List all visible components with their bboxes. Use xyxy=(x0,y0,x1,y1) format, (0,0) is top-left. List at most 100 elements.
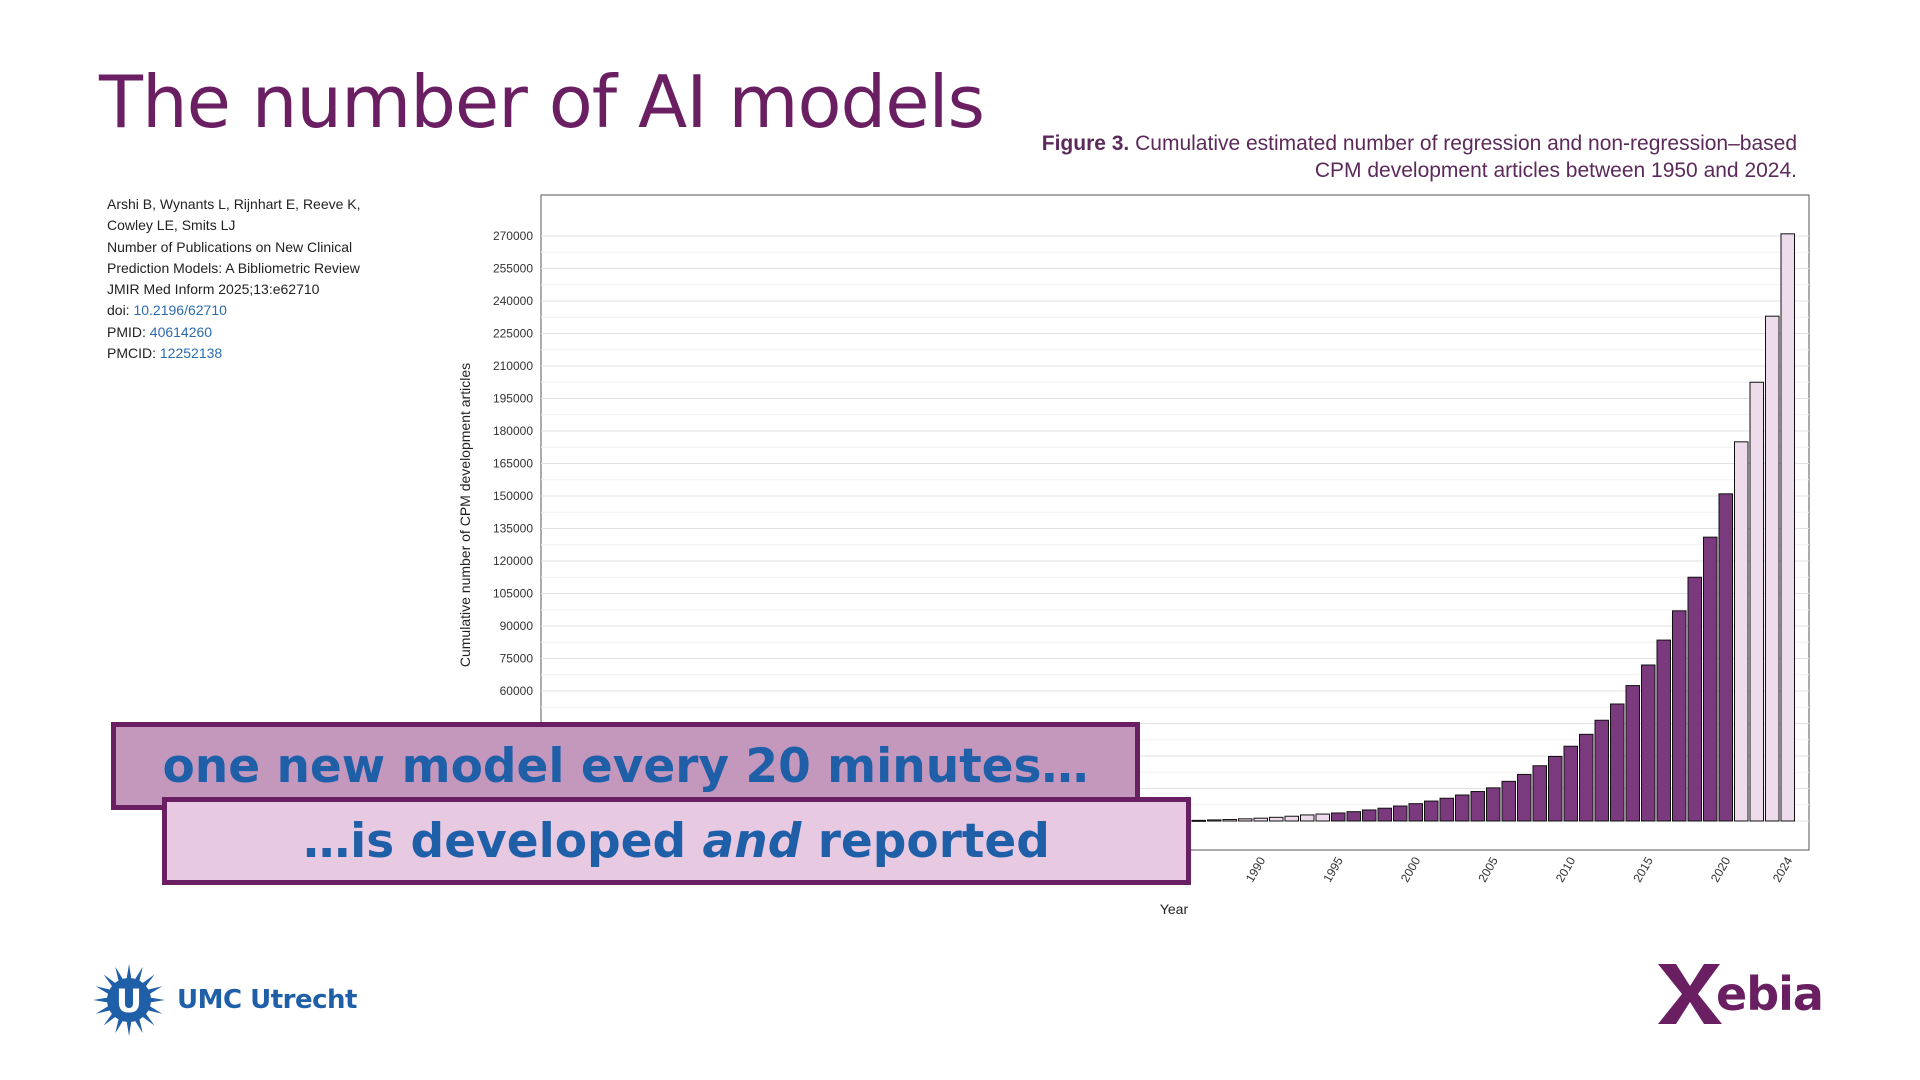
umc-ray xyxy=(148,997,165,1003)
reference-block: Arshi B, Wynants L, Rijnhart E, Reeve K,… xyxy=(107,194,437,364)
bar-1989 xyxy=(1238,818,1253,822)
umc-ray xyxy=(103,1012,117,1026)
bar-2017 xyxy=(1672,610,1687,822)
xebia-logo: ebia xyxy=(1654,958,1844,1028)
banner-model-rate-text: one new model every 20 minutes… xyxy=(162,738,1089,794)
umc-ray xyxy=(134,1017,143,1034)
reference-authors-2: Cowley LE, Smits LJ xyxy=(107,217,236,234)
umc-ray xyxy=(146,986,163,995)
xebia-logo-mark: ebia xyxy=(1658,964,1824,1024)
banner-line2-emphasis: and xyxy=(702,813,802,869)
x-tick-label: 2020 xyxy=(1708,854,1734,884)
bar-2009 xyxy=(1548,755,1563,822)
bar-2004 xyxy=(1470,791,1485,822)
bar-2005 xyxy=(1486,787,1501,822)
y-tick-label: 150000 xyxy=(493,489,533,503)
y-tick-label: 105000 xyxy=(493,587,533,601)
bar-1986 xyxy=(1191,819,1206,822)
umc-ray xyxy=(134,966,143,983)
bar-1994 xyxy=(1315,813,1330,822)
bar-1998 xyxy=(1377,807,1392,822)
bar-1997 xyxy=(1362,809,1377,822)
x-tick-label: 1990 xyxy=(1243,854,1269,884)
reference-doi-line: doi: 10.2196/62710 xyxy=(107,300,437,321)
y-tick-label: 195000 xyxy=(493,392,533,406)
y-tick-label: 135000 xyxy=(493,522,533,536)
reference-pmcid-line: PMCID: 12252138 xyxy=(107,343,437,364)
y-tick-labels: 60000 75000 90000 105000 120000 135000 150000 1… xyxy=(493,229,533,698)
umc-ray xyxy=(115,966,124,983)
bar-1999 xyxy=(1393,805,1408,822)
x-tick-label: 1995 xyxy=(1320,854,1346,884)
y-tick-label: 60000 xyxy=(500,684,534,698)
bar-2010 xyxy=(1563,745,1578,822)
y-tick-label: 165000 xyxy=(493,457,533,471)
reference-authors-1: Arshi B, Wynants L, Rijnhart E, Reeve K, xyxy=(107,196,361,212)
pmcid-link[interactable]: 12252138 xyxy=(159,345,223,362)
bar-2022 xyxy=(1749,381,1764,822)
umc-ray xyxy=(146,1005,163,1014)
umc-ray xyxy=(141,1012,155,1026)
bar-1987 xyxy=(1207,819,1222,822)
umc-ray xyxy=(95,986,112,995)
umc-ray xyxy=(126,1019,132,1036)
reference-title-1: Number of Publications on New Clinical xyxy=(107,238,353,255)
y-tick-label: 225000 xyxy=(493,327,533,341)
umc-utrecht-logo: U UMC Utrecht xyxy=(91,962,357,1038)
bar-2021 xyxy=(1734,441,1749,822)
umc-sun-icon: U xyxy=(93,964,165,1036)
bar-2024 xyxy=(1780,233,1795,822)
bar-2002 xyxy=(1439,797,1454,822)
doi-label: doi: xyxy=(107,302,130,319)
banner-developed-reported: …is developed and reported xyxy=(162,797,1191,885)
x-tick-label: 2010 xyxy=(1553,854,1579,884)
bar-2016 xyxy=(1656,639,1671,822)
x-tick-label: 2024 xyxy=(1770,854,1796,884)
figure-caption: Figure 3. Cumulative estimated number of… xyxy=(1037,130,1797,184)
bar-1996 xyxy=(1346,811,1361,822)
bar-2020 xyxy=(1718,493,1733,822)
bar-1990 xyxy=(1253,817,1268,822)
umc-ray xyxy=(103,974,117,988)
grid-lines xyxy=(541,235,1809,822)
slide-title: The number of AI models xyxy=(99,60,985,144)
figure-label: Figure 3. xyxy=(1041,132,1130,155)
y-tick-label: 270000 xyxy=(493,229,533,243)
bar-2012 xyxy=(1594,719,1609,822)
pmcid-label: PMCID: xyxy=(107,345,156,362)
bar-2007 xyxy=(1517,773,1532,822)
reference-title-2: Prediction Models: A Bibliometric Review xyxy=(107,259,360,276)
bar-1991 xyxy=(1269,816,1284,822)
umc-logo-text: UMC Utrecht xyxy=(177,985,357,1015)
reference-journal: JMIR Med Inform 2025;13:e62710 xyxy=(107,281,320,298)
umc-ray xyxy=(95,1005,112,1014)
y-tick-label: 90000 xyxy=(500,619,534,633)
doi-link[interactable]: 10.2196/62710 xyxy=(133,302,227,319)
banner-line2-suffix: reported xyxy=(801,813,1050,869)
banner-model-rate: one new model every 20 minutes… xyxy=(111,722,1140,810)
bar-2011 xyxy=(1579,733,1594,822)
x-tick-label: 2005 xyxy=(1475,854,1501,884)
y-tick-label: 210000 xyxy=(493,359,533,373)
figure-caption-text: Cumulative estimated number of regressio… xyxy=(1135,132,1797,182)
umc-ray xyxy=(93,997,110,1003)
bar-2008 xyxy=(1532,765,1547,822)
bar-2015 xyxy=(1641,664,1656,822)
bar-1988 xyxy=(1222,818,1237,822)
banner-line2-prefix: …is developed xyxy=(303,813,703,869)
x-tick-label: 2000 xyxy=(1398,854,1424,884)
bar-2006 xyxy=(1501,780,1516,822)
reference-pmid-line: PMID: 40614260 xyxy=(107,322,437,343)
bar-2001 xyxy=(1424,800,1439,822)
bar-2013 xyxy=(1610,703,1625,822)
bar-2019 xyxy=(1703,536,1718,822)
bar-2014 xyxy=(1625,685,1640,822)
x-axis-label: Year xyxy=(1160,901,1189,917)
bar-2018 xyxy=(1687,576,1702,822)
pmid-link[interactable]: 40614260 xyxy=(149,323,213,340)
pmid-label: PMID: xyxy=(107,323,146,340)
bar-2023 xyxy=(1765,315,1780,822)
y-tick-label: 240000 xyxy=(493,294,533,308)
x-tick-labels: 1990 1995 2000 2005 2010 2015 2020 2024 xyxy=(1243,854,1796,884)
